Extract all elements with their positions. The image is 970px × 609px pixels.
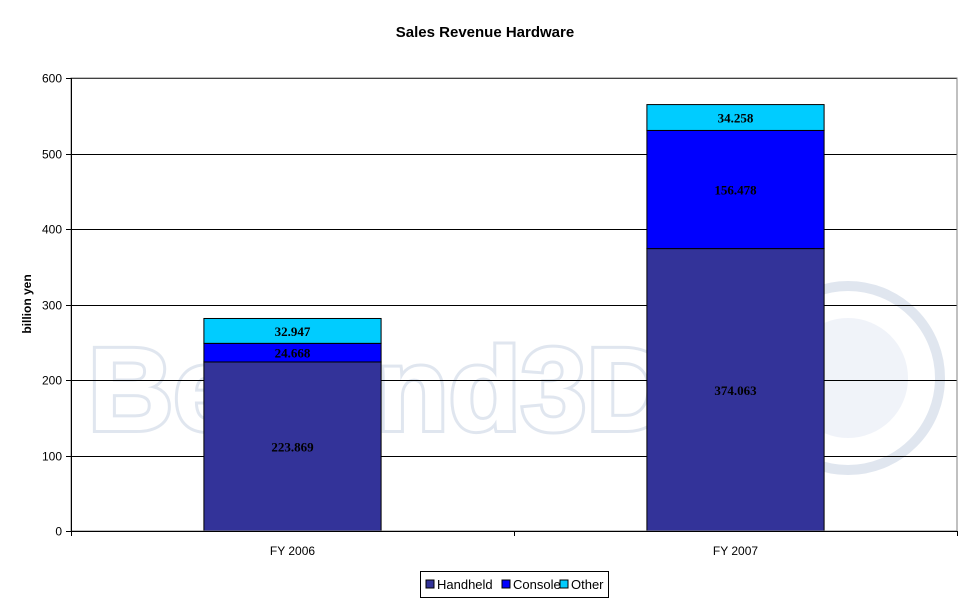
axes: 0 100 200 300 400 500 600 FY 2006 FY 2007 — [42, 72, 958, 558]
legend: Handheld Console Other — [420, 571, 609, 598]
y-axis-label: billion yen — [20, 274, 34, 333]
y-tick-label: 0 — [55, 525, 62, 539]
legend-label: Other — [571, 577, 604, 592]
bar-segment — [646, 248, 825, 532]
data-label: 24.668 — [275, 346, 311, 361]
y-tick-label: 100 — [42, 450, 62, 464]
data-label: 34.258 — [718, 111, 754, 126]
y-tick-label: 400 — [42, 223, 62, 237]
data-label: 223.869 — [271, 439, 314, 454]
bar-segment — [646, 104, 825, 131]
legend-swatch — [425, 579, 435, 589]
bar-segment — [203, 317, 382, 344]
y-tick-label: 600 — [42, 72, 62, 86]
x-tick-label: FY 2006 — [270, 544, 315, 558]
y-tick-label: 300 — [42, 299, 62, 313]
bar-segment — [646, 129, 825, 250]
legend-swatch — [559, 579, 569, 589]
y-tick-label: 200 — [42, 374, 62, 388]
data-label: 32.947 — [275, 324, 311, 339]
y-tick-label: 500 — [42, 148, 62, 162]
data-label: 374.063 — [714, 383, 757, 398]
bar-segment — [203, 361, 382, 532]
legend-swatch — [501, 579, 511, 589]
legend-label: Console — [513, 577, 561, 592]
chart-title: Sales Revenue Hardware — [396, 24, 574, 41]
data-labels: 223.869 24.668 32.947 374.063 156.478 34.258 — [271, 111, 757, 455]
data-label: 156.478 — [714, 183, 757, 198]
bars — [203, 104, 825, 532]
x-tick-label: FY 2007 — [713, 544, 758, 558]
legend-label: Handheld — [437, 577, 493, 592]
legend-box — [420, 571, 609, 598]
